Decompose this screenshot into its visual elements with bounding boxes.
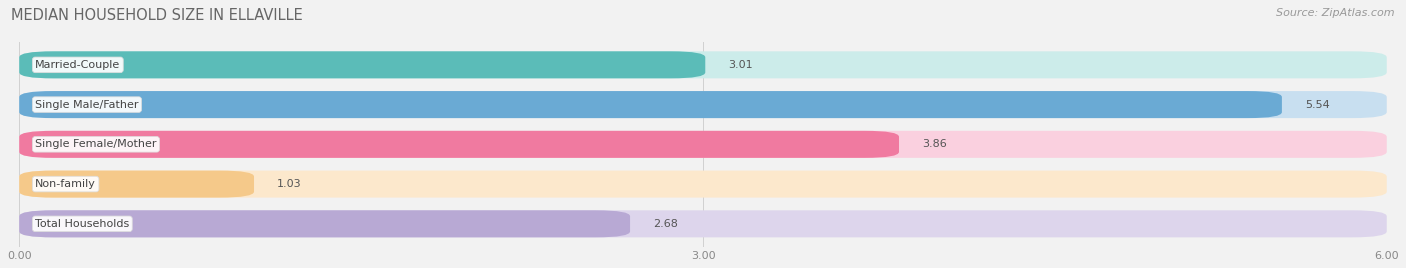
Text: Married-Couple: Married-Couple <box>35 60 121 70</box>
Text: Single Female/Mother: Single Female/Mother <box>35 139 156 149</box>
FancyBboxPatch shape <box>20 210 630 237</box>
FancyBboxPatch shape <box>20 51 1386 78</box>
Text: 5.54: 5.54 <box>1305 100 1330 110</box>
Text: Single Male/Father: Single Male/Father <box>35 100 139 110</box>
Text: 3.86: 3.86 <box>922 139 946 149</box>
FancyBboxPatch shape <box>20 210 1386 237</box>
FancyBboxPatch shape <box>20 51 706 78</box>
FancyBboxPatch shape <box>20 170 254 198</box>
FancyBboxPatch shape <box>20 131 898 158</box>
Text: Source: ZipAtlas.com: Source: ZipAtlas.com <box>1277 8 1395 18</box>
FancyBboxPatch shape <box>20 170 1386 198</box>
Text: Total Households: Total Households <box>35 219 129 229</box>
Text: 1.03: 1.03 <box>277 179 301 189</box>
Text: Non-family: Non-family <box>35 179 96 189</box>
Text: 3.01: 3.01 <box>728 60 752 70</box>
FancyBboxPatch shape <box>20 131 1386 158</box>
FancyBboxPatch shape <box>20 91 1282 118</box>
Text: 2.68: 2.68 <box>652 219 678 229</box>
Text: MEDIAN HOUSEHOLD SIZE IN ELLAVILLE: MEDIAN HOUSEHOLD SIZE IN ELLAVILLE <box>11 8 304 23</box>
FancyBboxPatch shape <box>20 91 1386 118</box>
